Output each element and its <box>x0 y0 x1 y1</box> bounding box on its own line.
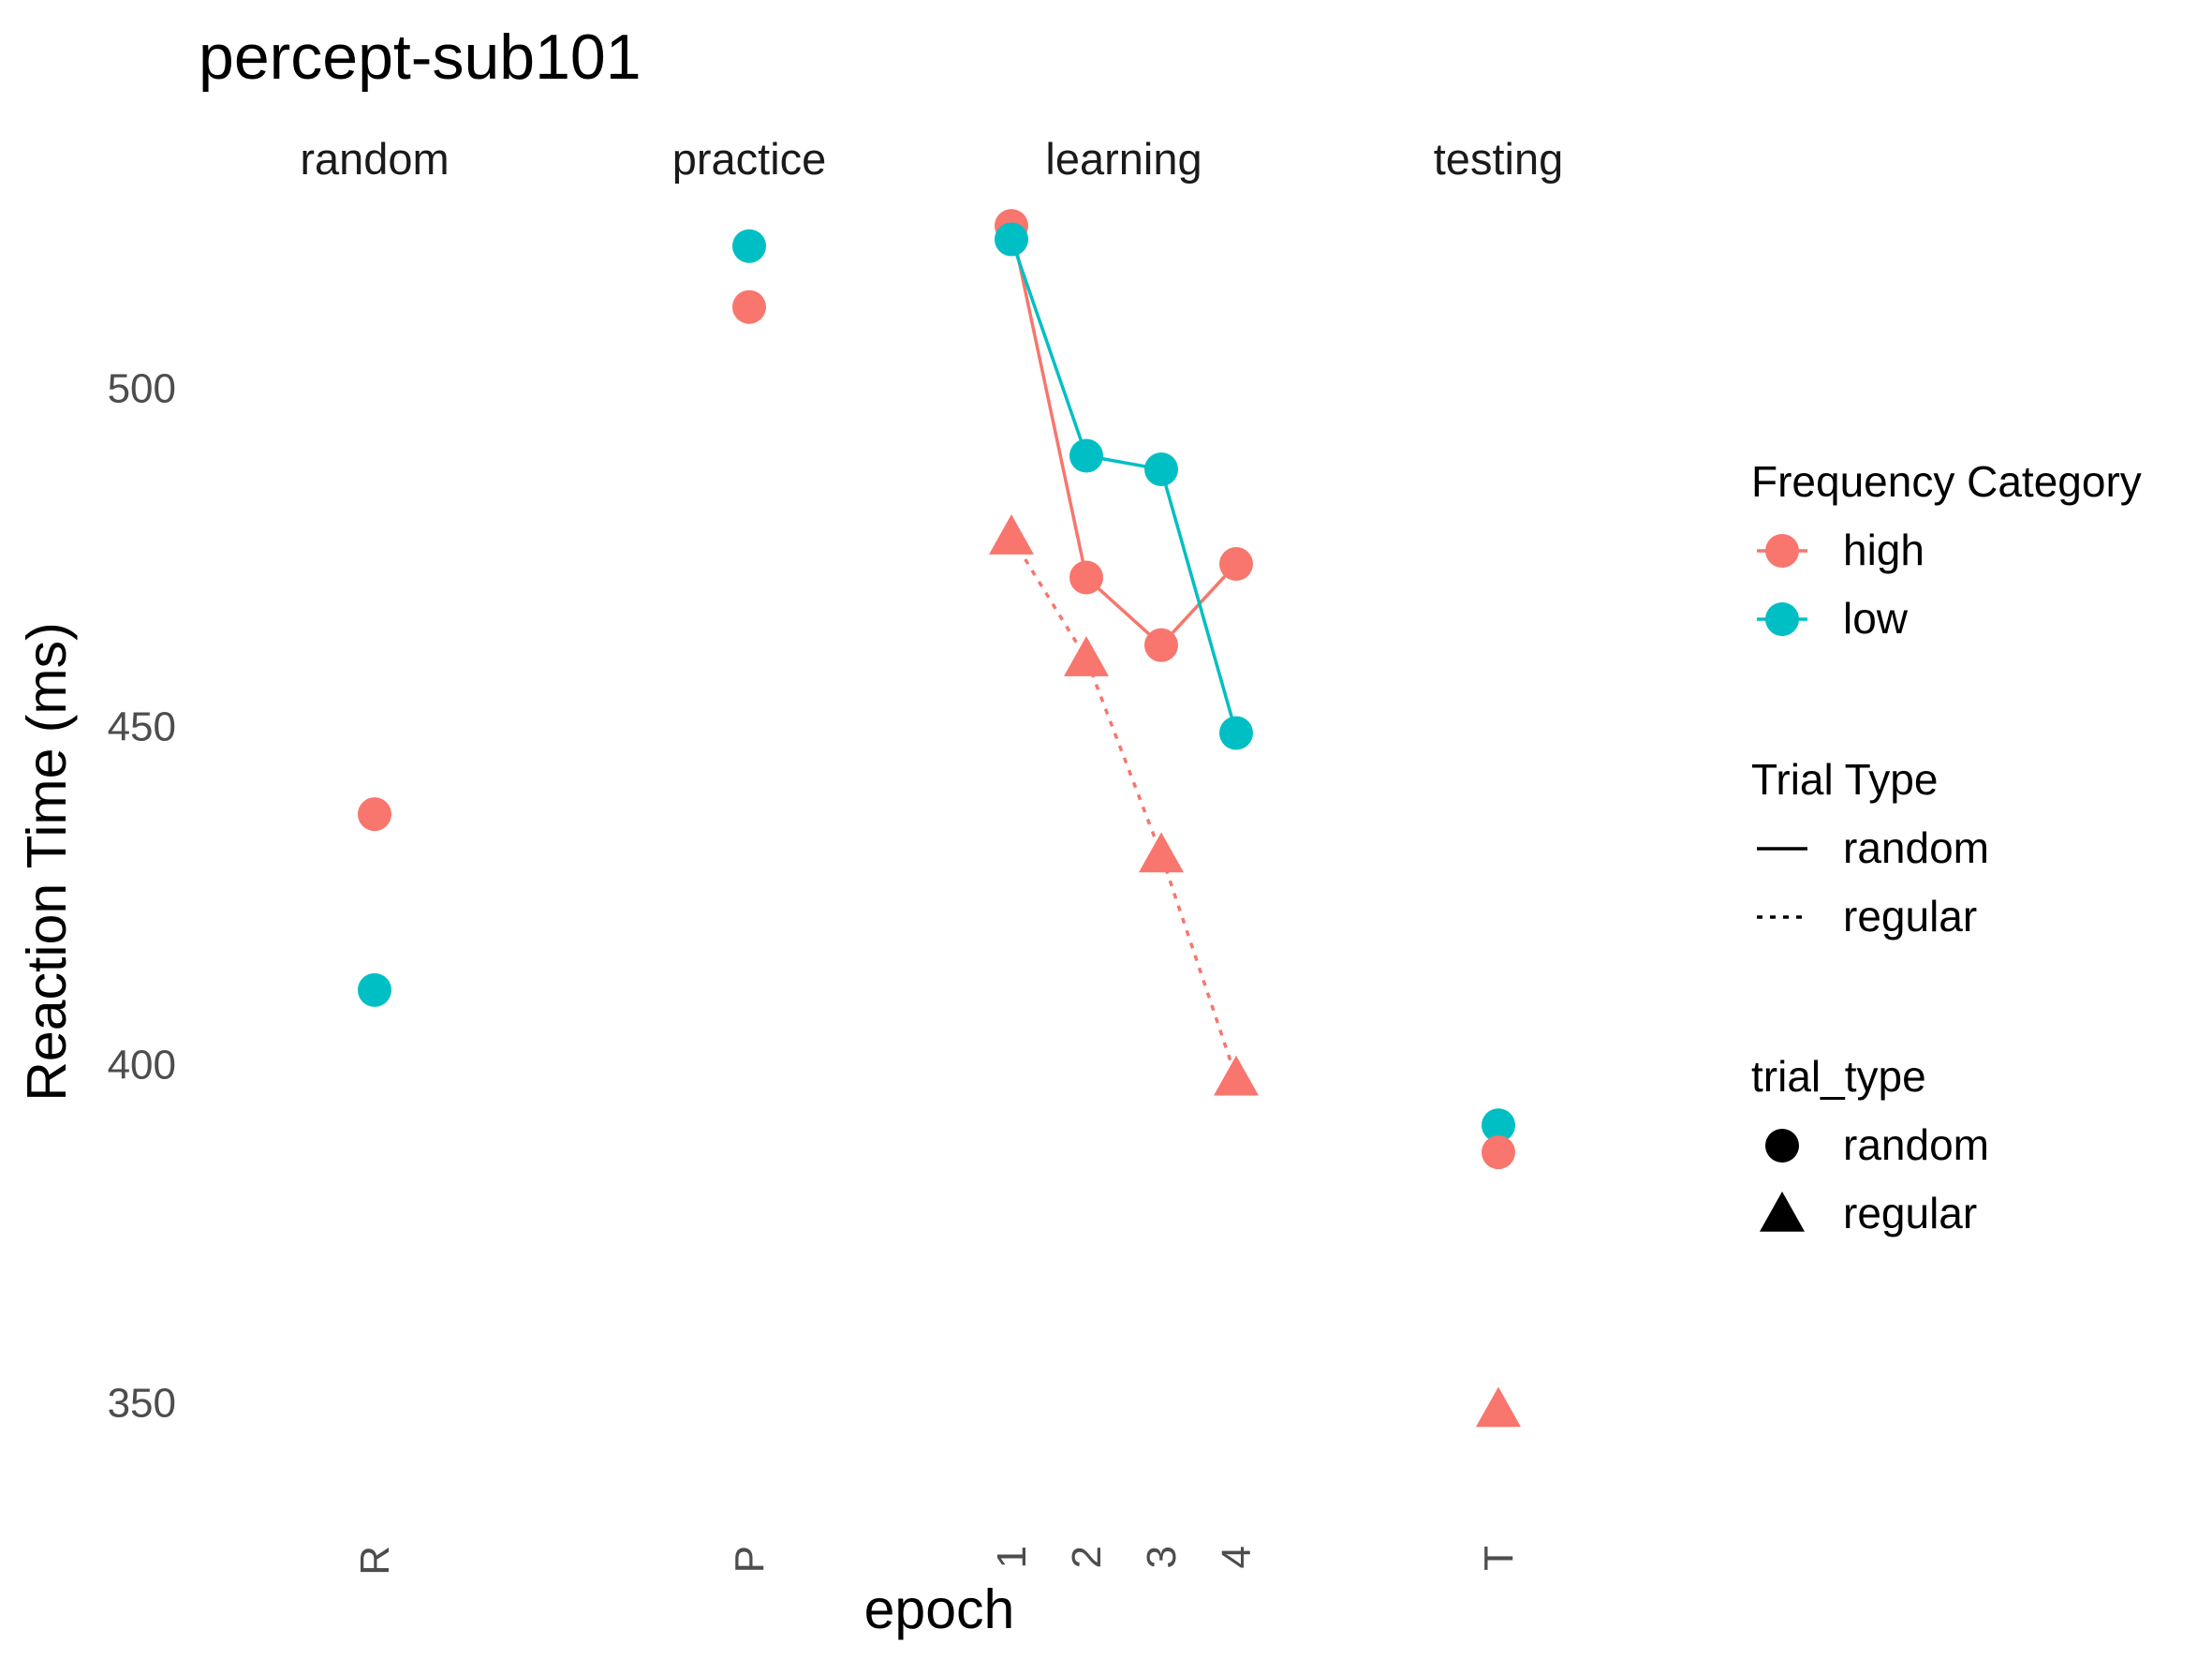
data-point-triangle <box>989 514 1034 555</box>
facet-label: learning <box>1045 134 1202 184</box>
legend-key-triangle <box>1760 1192 1805 1232</box>
data-point-circle <box>1069 438 1103 473</box>
legend-key-point <box>1765 602 1799 636</box>
x-tick-label: 1 <box>989 1546 1035 1568</box>
legend-label: high <box>1843 526 1924 574</box>
data-point-circle <box>1069 560 1103 595</box>
facet-label: practice <box>672 134 827 184</box>
y-tick-label: 500 <box>108 365 176 411</box>
legend: Frequency Category high low Trial Type rando… <box>1751 457 2142 1237</box>
y-tick-label: 450 <box>108 704 176 749</box>
legend-title: trial_type <box>1751 1052 1926 1101</box>
legend-label: regular <box>1843 1189 1977 1237</box>
legend-label: random <box>1843 1120 1989 1169</box>
series-points <box>358 209 1521 1428</box>
legend-title: Trial Type <box>1751 755 1938 804</box>
chart-title: percept-sub101 <box>199 22 641 93</box>
data-point-circle <box>1482 1135 1515 1170</box>
legend-label: random <box>1843 823 1989 872</box>
data-point-circle <box>1144 452 1178 486</box>
x-tick-label: T <box>1476 1546 1522 1571</box>
data-point-circle <box>732 229 766 263</box>
data-point-circle <box>1219 716 1253 750</box>
data-point-triangle <box>1476 1386 1521 1428</box>
y-axis-title: Reaction Time (ms) <box>16 622 78 1101</box>
y-tick-label: 400 <box>108 1042 176 1088</box>
legend-title: Frequency Category <box>1751 457 2142 506</box>
legend-label: regular <box>1843 892 1977 941</box>
data-point-triangle <box>1139 832 1184 873</box>
data-point-circle <box>358 797 391 832</box>
legend-label: low <box>1843 594 1909 643</box>
legend-key-circle <box>1765 1129 1799 1163</box>
x-axis-title: epoch <box>864 1578 1015 1640</box>
series-lines <box>1010 225 1238 1079</box>
series-line-high-random <box>1010 225 1238 648</box>
facet-label: testing <box>1434 134 1563 184</box>
data-point-circle <box>732 289 766 324</box>
x-tick-label: P <box>727 1546 773 1573</box>
data-point-circle <box>1219 547 1253 582</box>
x-tick-label: 2 <box>1064 1546 1110 1568</box>
y-tick-label: 350 <box>108 1380 176 1426</box>
y-axis: 350 400 450 500 <box>108 365 176 1426</box>
series-line-low-random <box>1010 238 1238 734</box>
data-point-triangle <box>1214 1055 1259 1096</box>
data-point-circle <box>1482 1108 1515 1143</box>
data-point-triangle <box>1064 636 1109 676</box>
legend-key-point <box>1765 534 1799 568</box>
data-point-circle <box>995 222 1028 257</box>
facet-labels: random practice learning testing <box>300 134 1563 184</box>
x-tick-label: R <box>352 1546 398 1576</box>
x-axis: R P 1 2 3 4 T <box>352 1546 1522 1576</box>
facet-label: random <box>300 134 449 184</box>
data-point-circle <box>1144 628 1178 662</box>
data-point-circle <box>358 972 391 1007</box>
x-tick-label: 3 <box>1139 1546 1185 1568</box>
x-tick-label: 4 <box>1214 1546 1260 1568</box>
